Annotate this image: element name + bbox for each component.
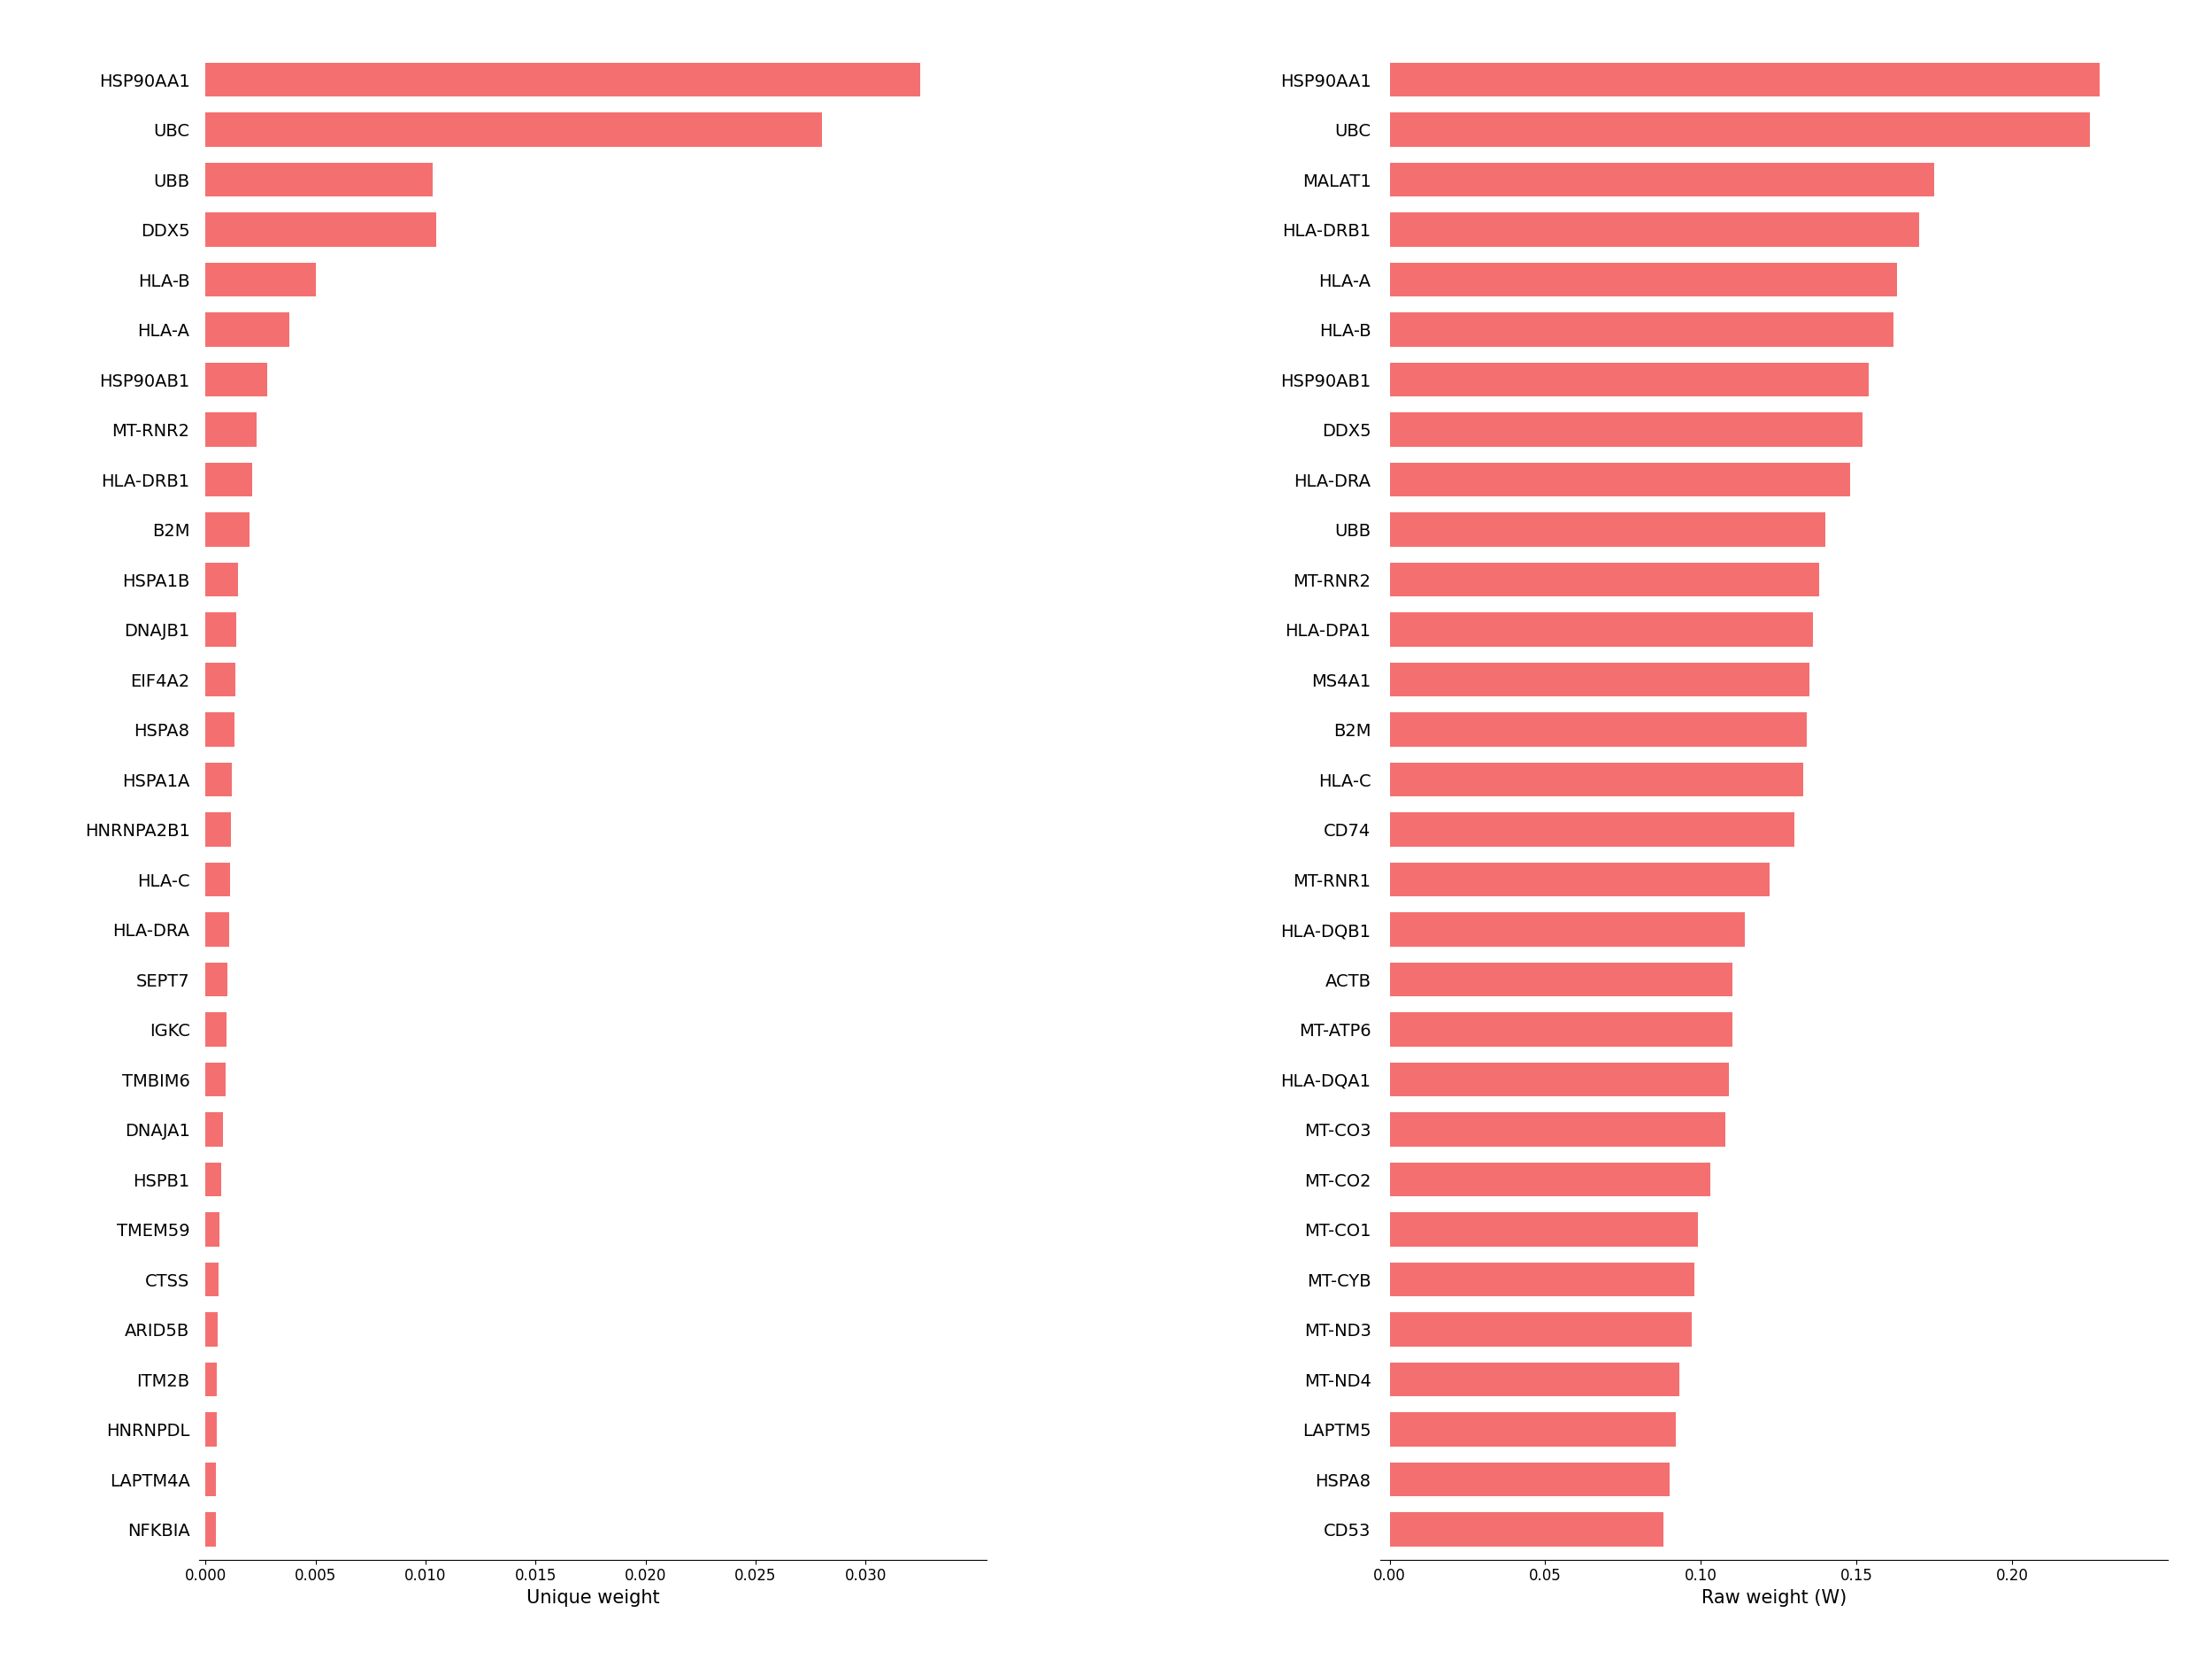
Bar [1389, 863, 1770, 896]
Bar [206, 312, 290, 347]
Bar [1389, 612, 1814, 647]
Bar [206, 612, 237, 647]
Bar [1389, 1163, 1710, 1196]
Bar [206, 763, 232, 796]
Bar [1389, 212, 1918, 247]
Bar [206, 1163, 221, 1196]
Bar [1389, 1262, 1694, 1297]
Bar [206, 1262, 219, 1297]
Bar [206, 413, 257, 446]
Bar [206, 212, 436, 247]
Bar [206, 163, 431, 197]
Bar [1389, 1312, 1692, 1347]
Bar [1389, 262, 1898, 297]
Bar [1389, 962, 1732, 997]
Bar [206, 513, 250, 547]
Bar [1389, 562, 1818, 597]
Bar [1389, 912, 1745, 947]
Bar [206, 63, 920, 96]
Bar [1389, 1012, 1732, 1047]
Bar [206, 813, 230, 846]
Bar [206, 113, 821, 146]
Bar [206, 863, 230, 896]
Bar [206, 662, 234, 697]
Bar [1389, 163, 1933, 197]
X-axis label: Unique weight: Unique weight [526, 1589, 659, 1606]
Bar [206, 1513, 215, 1546]
Bar [1389, 763, 1803, 796]
Bar [206, 562, 237, 597]
Bar [1389, 1513, 1663, 1546]
Bar [206, 363, 268, 397]
Bar [206, 912, 228, 947]
Bar [1389, 363, 1869, 397]
Bar [1389, 1463, 1670, 1496]
Bar [206, 463, 252, 496]
Bar [206, 1412, 217, 1447]
Bar [206, 962, 228, 997]
Bar [206, 1362, 217, 1397]
Bar [206, 1213, 219, 1246]
Bar [206, 1312, 217, 1347]
Bar [1389, 63, 2099, 96]
Bar [1389, 813, 1794, 846]
Bar [1389, 1412, 1677, 1447]
Bar [206, 1463, 217, 1496]
Bar [206, 1012, 226, 1047]
Bar [206, 1062, 226, 1097]
Bar [1389, 513, 1825, 547]
Bar [1389, 662, 1809, 697]
Bar [1389, 1213, 1699, 1246]
Bar [1389, 463, 1849, 496]
Bar [1389, 1113, 1725, 1146]
Bar [206, 713, 234, 747]
Bar [1389, 413, 1863, 446]
Bar [1389, 1062, 1730, 1097]
X-axis label: Raw weight (W): Raw weight (W) [1701, 1589, 1847, 1606]
Bar [206, 1113, 223, 1146]
Bar [1389, 1362, 1679, 1397]
Bar [206, 262, 316, 297]
Bar [1389, 312, 1893, 347]
Bar [1389, 713, 1807, 747]
Bar [1389, 113, 2090, 146]
